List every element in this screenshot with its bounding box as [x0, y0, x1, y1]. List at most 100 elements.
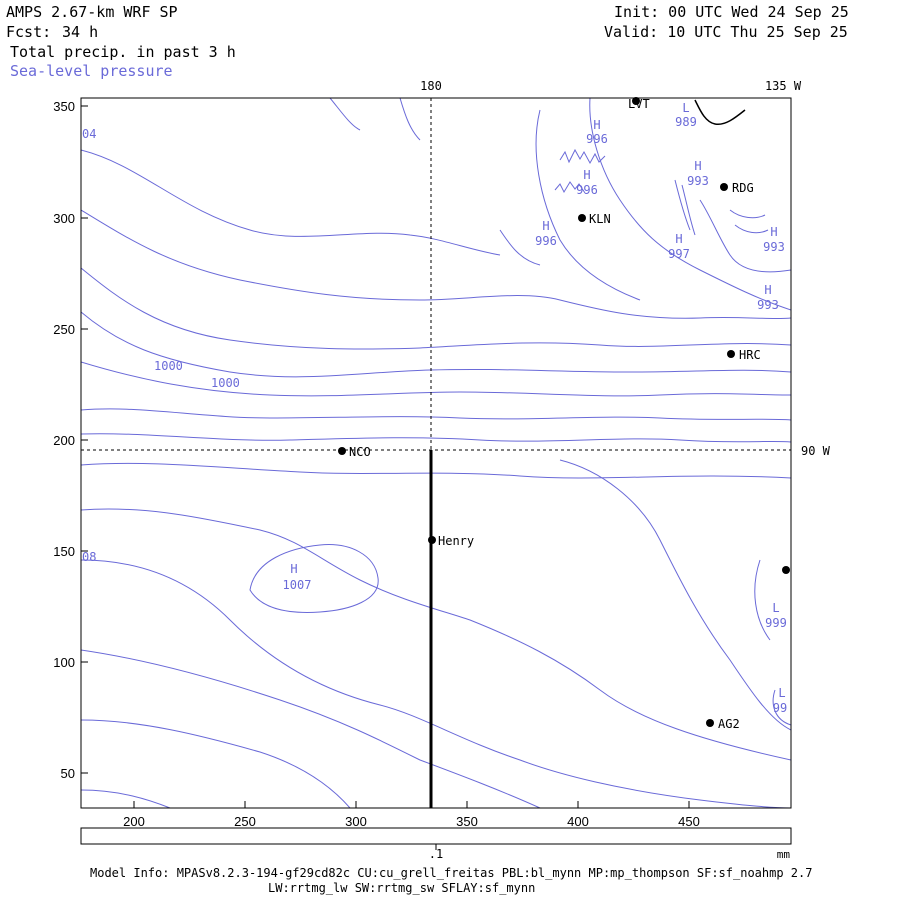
pressure-center-type: H: [770, 225, 777, 239]
isobar-contour: [81, 719, 351, 808]
isobar-contour: [399, 98, 421, 141]
forecast-hour-label: Fcst:: [6, 23, 52, 41]
pressure-center-type: H: [675, 232, 682, 246]
pressure-center-value: 997: [668, 247, 690, 261]
station-label-Henry: Henry: [438, 534, 474, 548]
model-info-line1: Model Info: MPASv8.2.3-194-gf29cd82c CU:…: [90, 866, 813, 880]
isobar-contour: [499, 229, 541, 266]
isobar-contour: [81, 559, 791, 808]
valid-time: Valid: 10 UTC Thu 25 Sep 25: [604, 23, 848, 41]
x-tick-label: 200: [123, 814, 145, 829]
isobar-contour: [81, 462, 791, 479]
isobar-contour: [81, 508, 791, 761]
isobar-contour: [734, 224, 769, 234]
station-label-KLN: KLN: [589, 212, 611, 226]
x-tick-marks: [133, 801, 690, 808]
station-label-HRC: HRC: [739, 348, 761, 362]
pressure-center-value: 999: [765, 616, 787, 630]
station-marker-NCO: [338, 447, 346, 455]
x-tick-label: 250: [234, 814, 256, 829]
colorbar-unit: mm: [777, 848, 791, 861]
meridian-90w-label: 90 W: [801, 444, 831, 458]
pressure-center-value: 993: [763, 240, 785, 254]
isobar-contour: [81, 789, 171, 808]
meridian-135w-label: 135 W: [765, 79, 802, 93]
pressure-center-type: H: [764, 283, 771, 297]
isobar-contour: [81, 311, 791, 378]
y-tick-label: 350: [53, 99, 75, 114]
isobar-contour: [81, 408, 791, 421]
station-marker-HRC: [727, 350, 735, 358]
contour-label: 1000: [211, 376, 240, 390]
pressure-center-value: 996: [576, 183, 598, 197]
y-tick-label: 150: [53, 544, 75, 559]
isobar-contour: [81, 209, 791, 320]
isobar-contour: [81, 149, 501, 256]
y-tick-label: 100: [53, 655, 75, 670]
contour-label: 1000: [154, 359, 183, 373]
pressure-center-type: H: [290, 562, 297, 576]
contour-label: 04: [82, 127, 96, 141]
colorbar-tick-label: .1: [429, 847, 443, 861]
x-tick-label: 350: [456, 814, 478, 829]
meridian-180-label: 180: [420, 79, 442, 93]
init-time: Init: 00 UTC Wed 24 Sep 25: [614, 3, 849, 21]
y-tick-label: 50: [61, 766, 75, 781]
station-label-AG2: AG2: [718, 717, 740, 731]
isobar-contour: [754, 559, 771, 641]
x-tick-label: 300: [345, 814, 367, 829]
isobar-contour: [699, 199, 791, 273]
isobar-contour: [535, 109, 641, 301]
field-precip-label: Total precip. in past 3 h: [10, 43, 236, 61]
pressure-center-type: H: [542, 219, 549, 233]
isobar-contour: [81, 267, 791, 350]
isobar-contour: [329, 98, 361, 131]
isobar-contour: [589, 98, 791, 311]
pressure-center-value: 993: [687, 174, 709, 188]
y-tick-marks: [81, 105, 88, 774]
pressure-center-value: 996: [535, 234, 557, 248]
pressure-center-type: L: [682, 101, 689, 115]
isobar-contour: [674, 179, 691, 231]
isobar-contour: [554, 181, 586, 194]
model-title: AMPS 2.67-km WRF SP: [6, 3, 178, 21]
pressure-center-value: 1007: [283, 578, 312, 592]
forecast-hour-value: 34 h: [62, 23, 99, 41]
isobar-contour: [81, 649, 541, 808]
isobar-contour: [559, 459, 791, 731]
station-marker-Henry: [428, 536, 436, 544]
pressure-center-value: 989: [675, 115, 697, 129]
station-label-RDG: RDG: [732, 181, 754, 195]
station-label-NCO: NCO: [349, 445, 371, 459]
precip-colorbar: [80, 827, 792, 845]
pressure-center-value: 993: [757, 298, 779, 312]
station-marker-edge: [782, 566, 790, 574]
y-tick-label: 250: [53, 322, 75, 337]
pressure-center-type: L: [772, 601, 779, 615]
x-tick-label: 400: [567, 814, 589, 829]
isobar-contour: [559, 148, 606, 165]
pressure-center-value: 99: [773, 701, 787, 715]
station-marker-AG2: [706, 719, 714, 727]
isobar-contour: [681, 184, 696, 236]
contour-label: 08: [82, 550, 96, 564]
station-marker-RDG: [720, 183, 728, 191]
plot-frame: [80, 97, 792, 809]
pressure-center-value: 996: [586, 132, 608, 146]
pressure-center-type: H: [694, 159, 701, 173]
y-tick-label: 200: [53, 433, 75, 448]
isobar-contour: [729, 209, 766, 219]
model-info-line2: LW:rrtmg_lw SW:rrtmg_sw SFLAY:sf_mynn: [268, 881, 536, 895]
isobar-contour: [81, 361, 791, 397]
coastline: [694, 99, 746, 126]
field-slp-label: Sea-level pressure: [10, 62, 173, 80]
isobar-contour: [249, 544, 379, 613]
station-marker-LVT: [632, 97, 640, 105]
station-label-LVT: LVT: [628, 97, 650, 111]
pressure-center-type: H: [593, 118, 600, 132]
isobar-contour: [772, 689, 791, 726]
x-tick-label: 450: [678, 814, 700, 829]
station-marker-KLN: [578, 214, 586, 222]
isobar-contour: [81, 433, 791, 443]
